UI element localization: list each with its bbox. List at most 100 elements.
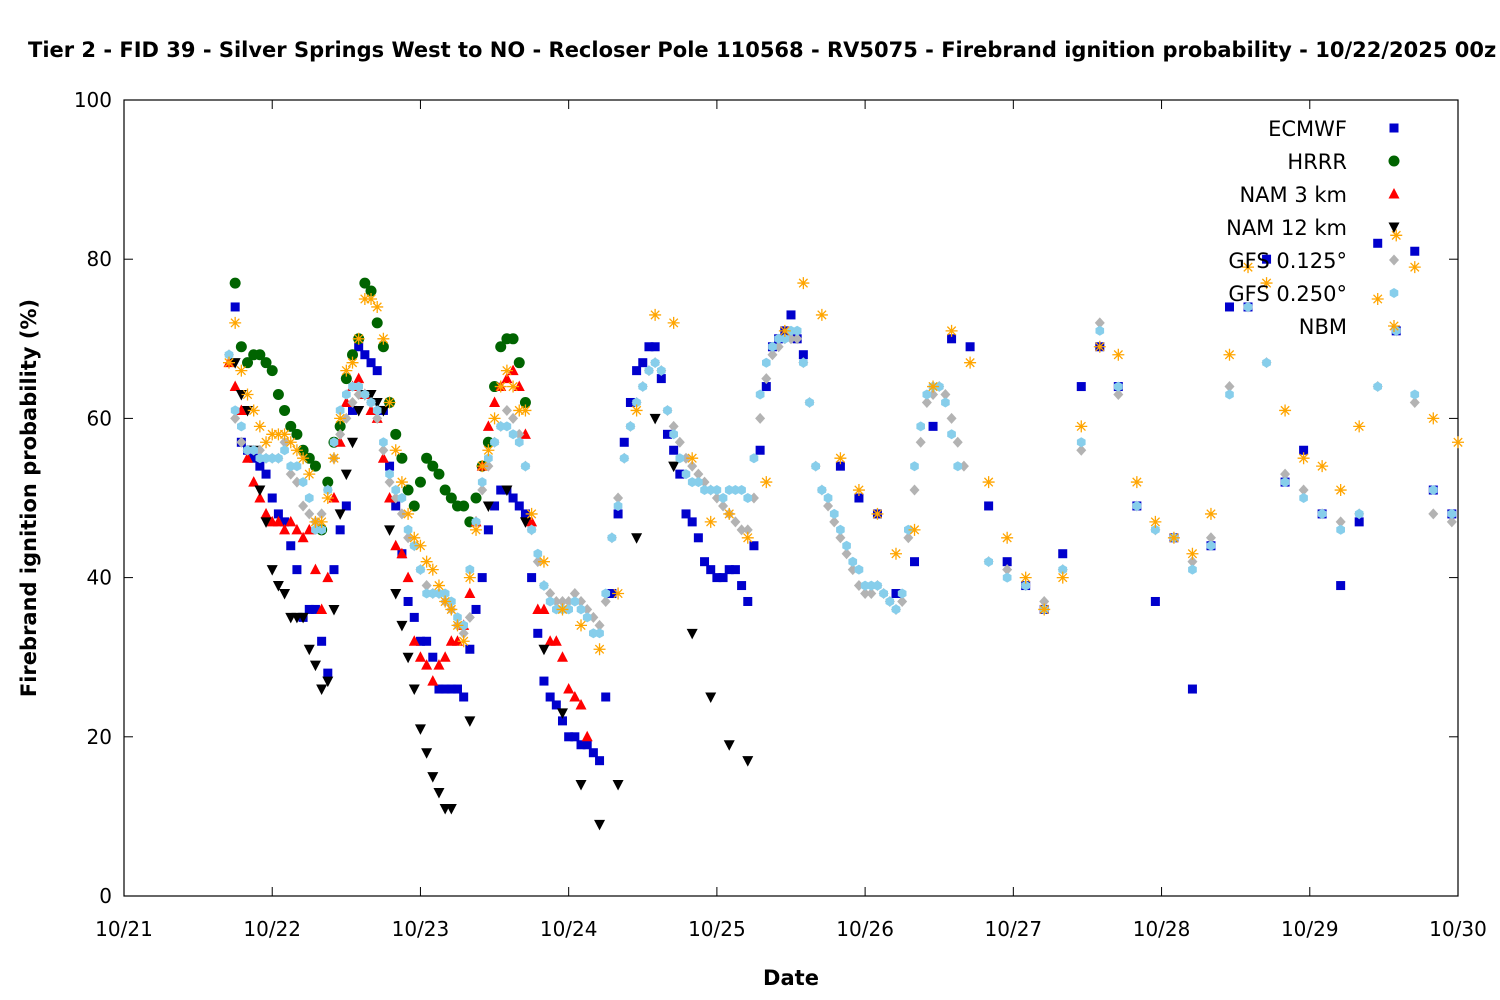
- data-point-nbm: [476, 460, 489, 473]
- data-point-ecmwf: [514, 501, 524, 511]
- data-point-gfs-0-125: [378, 444, 389, 456]
- data-point-ecmwf: [718, 573, 728, 583]
- data-point-nbm: [945, 324, 958, 337]
- data-point-nbm: [1130, 476, 1143, 489]
- data-point-ecmwf: [947, 334, 957, 344]
- data-point-nam-12-km: [464, 716, 476, 727]
- data-point-nam-12-km: [297, 612, 309, 624]
- data-point-gfs-0-250: [292, 461, 302, 472]
- data-point-ecmwf: [749, 541, 759, 551]
- data-point-nam-3-km: [581, 730, 593, 742]
- data-point-nam-3-km: [501, 372, 513, 384]
- data-point-nbm: [1279, 404, 1292, 417]
- data-point-ecmwf: [928, 421, 938, 431]
- data-point-gfs-0-125: [915, 436, 926, 448]
- data-point-ecmwf: [434, 684, 444, 694]
- data-point-nam-12-km: [538, 644, 550, 656]
- data-point-nbm: [908, 523, 921, 536]
- data-point-gfs-0-250: [1132, 501, 1142, 511]
- data-point-gfs-0-125: [532, 556, 543, 568]
- data-point-nam-12-km: [309, 660, 321, 672]
- data-point-ecmwf: [440, 684, 450, 694]
- x-tick-label: 10/25: [688, 917, 746, 941]
- data-point-gfs-0-250: [669, 429, 678, 440]
- data-point-nbm: [1112, 348, 1125, 361]
- data-point-nbm: [334, 412, 347, 425]
- data-point-nbm: [1242, 261, 1255, 274]
- data-point-nam-12-km: [303, 644, 315, 656]
- data-point-gfs-0-250: [743, 493, 753, 503]
- data-point-nbm: [1353, 420, 1366, 433]
- data-point-ecmwf: [255, 461, 265, 471]
- data-point-ecmwf: [508, 493, 518, 503]
- data-point-ecmwf: [755, 445, 765, 455]
- data-point-ecmwf: [1336, 581, 1346, 591]
- data-point-ecmwf: [619, 437, 629, 447]
- data-point-nbm: [1316, 460, 1329, 473]
- data-point-gfs-0-125: [236, 436, 247, 448]
- legend-marker-gfs-0-125: [1389, 254, 1399, 266]
- data-point-gfs-0-250: [298, 477, 308, 488]
- data-point-hrrr: [254, 349, 266, 361]
- data-point-hrrr: [347, 349, 359, 361]
- data-point-ecmwf: [1187, 684, 1197, 694]
- data-point-nbm: [266, 428, 279, 441]
- data-point-nbm: [500, 364, 513, 377]
- data-point-ecmwf: [335, 525, 345, 535]
- data-point-ecmwf: [644, 342, 654, 352]
- data-point-nam-12-km: [396, 620, 408, 632]
- data-point-ecmwf: [453, 684, 462, 694]
- data-point-nbm: [1167, 531, 1180, 544]
- data-point-ecmwf: [669, 445, 679, 455]
- data-point-ecmwf: [582, 740, 592, 750]
- data-point-ecmwf: [576, 740, 586, 750]
- data-point-nbm: [408, 531, 421, 544]
- data-point-gfs-0-250: [947, 429, 956, 440]
- data-point-nam-3-km: [526, 515, 538, 527]
- data-point-gfs-0-125: [501, 404, 512, 416]
- data-point-nbm: [778, 324, 791, 337]
- data-point-gfs-0-250: [737, 485, 746, 495]
- y-tick-label: 0: [99, 884, 112, 908]
- data-point-nam-3-km: [482, 420, 494, 431]
- data-point-ecmwf: [496, 485, 506, 495]
- data-point-nbm: [723, 507, 736, 520]
- data-point-gfs-0-250: [805, 397, 814, 408]
- data-point-nam-12-km: [272, 581, 284, 592]
- data-point-ecmwf: [1076, 382, 1086, 392]
- data-point-nbm: [414, 539, 427, 552]
- data-point-gfs-0-250: [224, 349, 234, 360]
- data-point-nam-12-km: [229, 358, 241, 369]
- data-point-hrrr: [242, 357, 254, 369]
- data-point-nbm: [352, 332, 365, 345]
- data-point-gfs-0-125: [767, 349, 778, 361]
- data-point-nam-3-km: [242, 452, 254, 463]
- data-point-nam-3-km: [433, 659, 445, 670]
- data-point-gfs-0-125: [909, 484, 920, 496]
- data-point-nbm: [1038, 603, 1051, 616]
- y-tick-label: 40: [87, 566, 112, 590]
- data-point-gfs-0-125: [761, 373, 772, 385]
- data-point-gfs-0-125: [1298, 484, 1309, 496]
- data-point-hrrr: [260, 357, 272, 369]
- data-point-hrrr: [519, 396, 531, 408]
- data-point-nbm: [507, 380, 520, 393]
- data-point-gfs-0-125: [569, 588, 580, 600]
- data-point-gfs-0-125: [464, 611, 475, 623]
- data-point-nbm: [309, 515, 322, 528]
- data-point-gfs-0-125: [866, 588, 877, 600]
- data-point-gfs-0-125: [1113, 389, 1124, 401]
- data-point-nam-12-km: [445, 803, 457, 815]
- data-point-nbm: [358, 293, 371, 305]
- data-point-nam-3-km: [439, 651, 451, 662]
- data-point-nam-12-km: [594, 819, 606, 831]
- data-point-nam-3-km: [507, 364, 519, 376]
- data-point-ecmwf: [588, 748, 598, 758]
- data-point-gfs-0-250: [848, 556, 858, 567]
- data-point-ecmwf: [700, 557, 710, 567]
- data-point-ecmwf: [317, 636, 327, 646]
- data-point-hrrr: [266, 365, 278, 377]
- data-point-hrrr: [371, 317, 383, 329]
- data-point-gfs-0-125: [1002, 564, 1013, 576]
- data-point-ecmwf: [1373, 238, 1383, 248]
